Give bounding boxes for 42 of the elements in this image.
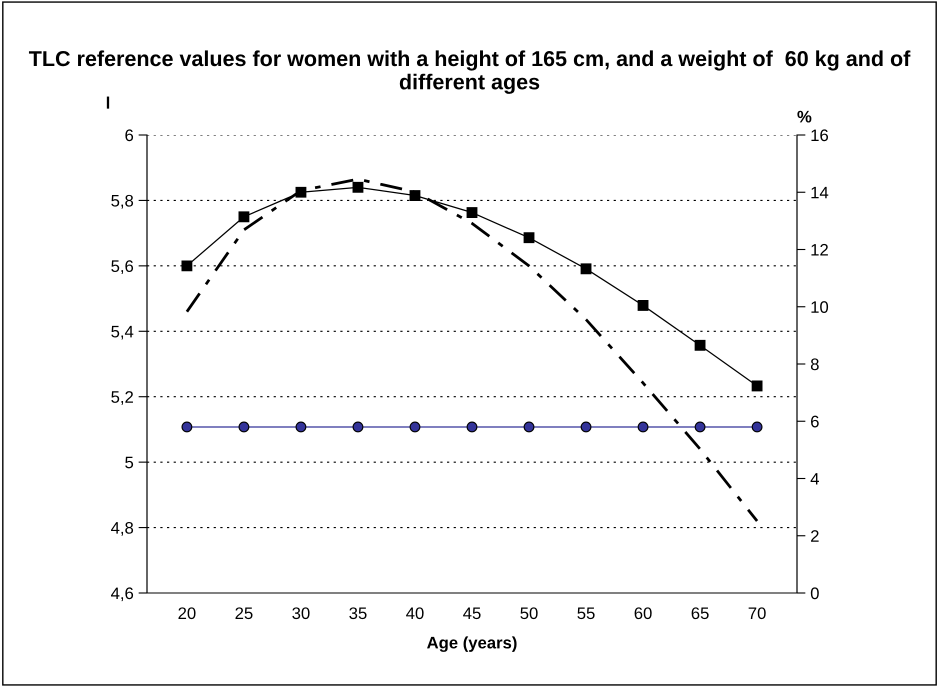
x-axis-title: Age (years) [427,636,517,652]
y-tick-label: 5 [125,456,134,468]
point [238,211,250,222]
y-tick-label: 4,8 [111,522,134,536]
y-tick-label: 5,6 [111,260,134,274]
x-tick-label: 55 [577,608,595,620]
x-tick-label: 45 [463,608,481,620]
chart-title: TLC reference values for women with a height of 165 cm, and a weight of 60 kg and of different ages [28,50,910,94]
x-tick-label: 60 [634,607,652,620]
y-axis-title: l [106,96,110,109]
y-tick-label: 5,4 [111,326,134,340]
y-tick-label: 5,8 [111,194,134,209]
point [410,190,420,201]
point [181,260,192,272]
y-tick-label: 6 [125,129,134,142]
x-tick-label: 30 [292,607,310,620]
point [580,263,592,274]
x-tick-label: 35 [349,607,367,620]
y2-tick-label: 0 [810,587,819,600]
x-tick-label: 70 [748,607,766,620]
point [694,340,706,351]
x-tick-label: 65 [692,607,709,620]
y2-tick-label: 10 [811,301,828,313]
point [524,232,534,244]
y2-tick-label: 12 [811,244,828,256]
point [638,300,648,311]
point [352,182,364,193]
y2-tick-label: 14 [811,186,828,198]
y-tick-label: 5,2 [111,391,133,405]
y2-tick-label: 2 [811,530,819,542]
x-tick-label: 40 [406,607,424,620]
point [466,207,478,218]
y2-tick-label: 6 [811,416,819,428]
y2-axis-title: % [797,110,812,123]
y2-tick-label: 16 [811,129,828,142]
x-tick-label: 20 [178,607,196,620]
point [752,380,763,392]
y2-tick-label: 8 [810,358,819,370]
y-tick-label: 4,6 [111,587,134,602]
x-tick-label: 50 [520,607,538,620]
x-tick-label: 25 [236,607,252,620]
y2-tick-label: 4 [810,473,819,485]
